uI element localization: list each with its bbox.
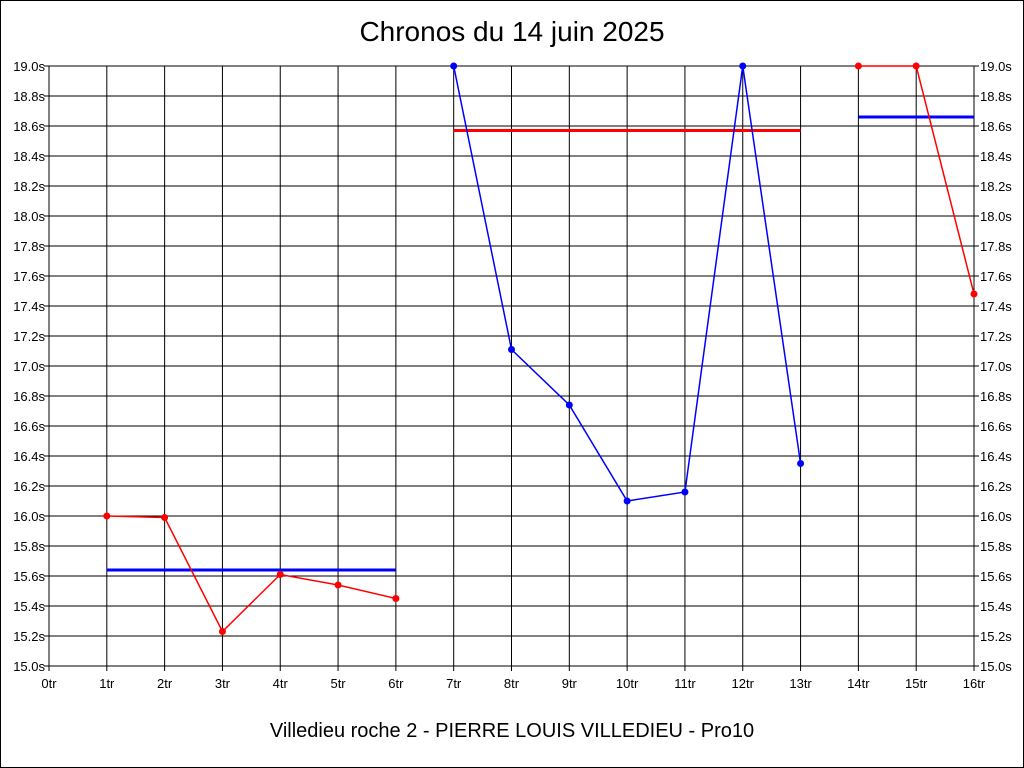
data-point bbox=[623, 497, 631, 505]
y-tick-label-right: 16.6s bbox=[980, 419, 1012, 434]
x-tick-label: 13tr bbox=[789, 676, 812, 691]
y-tick-label-left: 18.4s bbox=[13, 149, 45, 164]
data-point bbox=[797, 460, 805, 467]
data-point bbox=[681, 488, 689, 496]
y-tick-label-left: 15.0s bbox=[13, 659, 45, 674]
x-tick-label: 6tr bbox=[388, 676, 404, 691]
x-tick-label: 8tr bbox=[504, 676, 520, 691]
x-tick-label: 1tr bbox=[99, 676, 115, 691]
y-tick-label-right: 18.2s bbox=[980, 179, 1012, 194]
x-tick-label: 3tr bbox=[215, 676, 231, 691]
y-tick-label-left: 18.6s bbox=[13, 119, 45, 134]
x-tick-label: 4tr bbox=[273, 676, 289, 691]
data-point bbox=[854, 62, 862, 70]
y-tick-label-left: 15.4s bbox=[13, 599, 45, 614]
y-tick-label-left: 18.0s bbox=[13, 209, 45, 224]
y-tick-label-left: 16.6s bbox=[13, 419, 45, 434]
y-tick-label-right: 16.0s bbox=[980, 509, 1012, 524]
chart-subtitle: Villedieu roche 2 - PIERRE LOUIS VILLEDI… bbox=[269, 720, 755, 742]
y-tick-label-left: 19.0s bbox=[13, 59, 45, 74]
y-tick-label-right: 19.0s bbox=[980, 59, 1012, 74]
x-tick-label: 15tr bbox=[905, 676, 928, 691]
series-line bbox=[106, 515, 397, 633]
data-point bbox=[565, 401, 573, 409]
y-tick-label-left: 18.8s bbox=[13, 89, 45, 104]
data-point bbox=[218, 628, 226, 635]
x-tick-label: 7tr bbox=[446, 676, 462, 691]
data-point bbox=[276, 571, 284, 578]
data-point bbox=[912, 62, 920, 70]
x-tick-label: 9tr bbox=[562, 676, 578, 691]
y-tick-label-left: 15.2s bbox=[13, 629, 45, 644]
y-tick-label-right: 17.0s bbox=[980, 359, 1012, 374]
y-tick-label-left: 17.6s bbox=[13, 269, 45, 284]
data-point bbox=[334, 581, 342, 589]
data-point bbox=[450, 62, 458, 70]
y-tick-label-right: 18.4s bbox=[980, 149, 1012, 164]
y-tick-label-right: 18.6s bbox=[980, 119, 1012, 134]
y-tick-label-left: 17.0s bbox=[13, 359, 45, 374]
plot-border bbox=[48, 65, 975, 667]
y-tick-label-left: 16.4s bbox=[13, 449, 45, 464]
y-tick-label-left: 17.4s bbox=[13, 299, 45, 314]
y-tick-label-right: 16.4s bbox=[980, 449, 1012, 464]
y-tick-label-right: 17.4s bbox=[980, 299, 1012, 314]
y-tick-label-right: 15.4s bbox=[980, 599, 1012, 614]
y-tick-label-right: 18.8s bbox=[980, 89, 1012, 104]
data-point bbox=[103, 512, 111, 520]
y-tick-label-left: 16.2s bbox=[13, 479, 45, 494]
y-tick-label-left: 18.2s bbox=[13, 179, 45, 194]
y-tick-label-right: 18.0s bbox=[980, 209, 1012, 224]
y-tick-label-left: 17.8s bbox=[13, 239, 45, 254]
y-tick-label-left: 16.8s bbox=[13, 389, 45, 404]
y-tick-label-right: 16.2s bbox=[980, 479, 1012, 494]
data-point bbox=[508, 346, 515, 353]
y-tick-label-left: 17.2s bbox=[13, 329, 45, 344]
x-tick-label: 0tr bbox=[41, 676, 57, 691]
y-tick-label-right: 16.8s bbox=[980, 389, 1012, 404]
x-tick-label: 5tr bbox=[330, 676, 346, 691]
y-tick-label-right: 15.6s bbox=[980, 569, 1012, 584]
y-tick-label-right: 17.6s bbox=[980, 269, 1012, 284]
y-tick-label-right: 17.2s bbox=[980, 329, 1012, 344]
x-tick-label: 12tr bbox=[732, 676, 755, 691]
y-tick-label-right: 15.2s bbox=[980, 629, 1012, 644]
data-point bbox=[161, 514, 169, 521]
chart-title: Chronos du 14 juin 2025 bbox=[359, 16, 665, 47]
data-point bbox=[392, 595, 400, 602]
y-tick-label-right: 15.8s bbox=[980, 539, 1012, 554]
x-tick-label: 14tr bbox=[847, 676, 870, 691]
data-point bbox=[739, 62, 747, 70]
y-tick-label-left: 15.6s bbox=[13, 569, 45, 584]
x-tick-label: 11tr bbox=[674, 676, 696, 691]
x-tick-label: 16tr bbox=[963, 676, 986, 691]
y-tick-label-left: 15.8s bbox=[13, 539, 45, 554]
y-tick-label-right: 17.8s bbox=[980, 239, 1012, 254]
x-tick-label: 2tr bbox=[157, 676, 173, 691]
data-point bbox=[970, 290, 978, 298]
y-tick-label-right: 15.0s bbox=[980, 659, 1012, 674]
y-tick-label-left: 16.0s bbox=[13, 509, 45, 524]
x-tick-label: 10tr bbox=[616, 676, 639, 691]
